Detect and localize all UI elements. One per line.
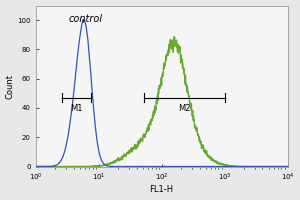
Text: M2: M2 — [178, 104, 190, 113]
X-axis label: FL1-H: FL1-H — [150, 185, 174, 194]
Y-axis label: Count: Count — [6, 74, 15, 99]
Text: control: control — [68, 14, 103, 24]
Text: M1: M1 — [70, 104, 83, 113]
